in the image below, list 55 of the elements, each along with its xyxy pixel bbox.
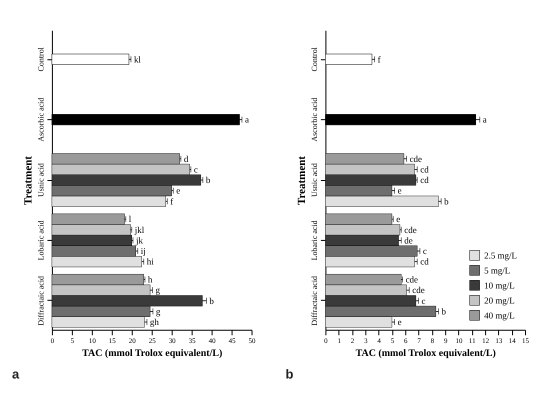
legend-label: 5 mg/L (484, 265, 510, 276)
data-label: g (156, 306, 161, 316)
x-axis-title: TAC (mmol Trolox equivalent/L) (82, 348, 222, 360)
y-axis-title: Treatment (22, 156, 34, 205)
legend-label: 2.5 mg/L (484, 250, 517, 260)
data-label: f (170, 196, 174, 206)
data-label: hi (146, 256, 154, 267)
data-label: cde (406, 274, 418, 285)
y-tick-label: Control (36, 46, 46, 72)
data-label: cd (420, 164, 430, 174)
y-tick-label: Usnic acid (36, 163, 46, 197)
y-tick-label: Diffractaic acid (310, 276, 319, 326)
data-label: e (176, 186, 180, 196)
data-label: kl (134, 54, 142, 64)
data-label: ij (140, 246, 146, 256)
data-label: de (404, 235, 413, 246)
legend-label: 20 mg/L (484, 295, 515, 306)
y-tick-label: Lobaric acid (310, 220, 319, 260)
y-tick-label: Usnic acid (310, 163, 319, 197)
data-label: jkl (134, 224, 145, 235)
data-label: h (148, 274, 153, 285)
data-label: cd (420, 175, 430, 186)
data-label: jk (134, 235, 144, 246)
data-label: cde (412, 285, 425, 296)
text: a (12, 366, 20, 382)
data-label: c (422, 246, 427, 256)
legend-label: 10 mg/L (484, 280, 515, 290)
data-label: b (206, 175, 211, 186)
y-tick-label: Control (310, 46, 319, 72)
x-axis-title: TAC (mmol Trolox equivalent/L) (356, 348, 496, 360)
data-label: e (396, 214, 400, 224)
y-axis-title: Treatment (296, 156, 308, 205)
y-tick-label: Diffractaic acid (36, 276, 46, 326)
data-label: a (244, 114, 249, 125)
y-tick-label: Ascorbic acid (310, 98, 319, 142)
data-label: e (398, 317, 402, 328)
y-tick-label: Ascorbic acid (36, 98, 46, 142)
data-label: l (128, 214, 132, 224)
data-label: g (156, 285, 161, 296)
data-label: b (209, 296, 214, 306)
data-label: f (378, 54, 381, 64)
data-label: cde (410, 154, 422, 164)
data-label: a (482, 114, 487, 125)
data-label: cd (420, 256, 430, 267)
data-label: e (398, 186, 402, 196)
legend-label: 40 mg/L (484, 310, 515, 320)
data-label: cde (404, 224, 417, 235)
data-label: b (442, 306, 447, 316)
text: b (285, 366, 294, 382)
data-label: c (194, 164, 198, 174)
data-label: c (422, 296, 426, 306)
y-tick-label: Lobaric acid (36, 220, 46, 260)
data-label: b (444, 196, 450, 206)
data-label: d (184, 154, 189, 164)
data-label: gh (150, 317, 160, 328)
